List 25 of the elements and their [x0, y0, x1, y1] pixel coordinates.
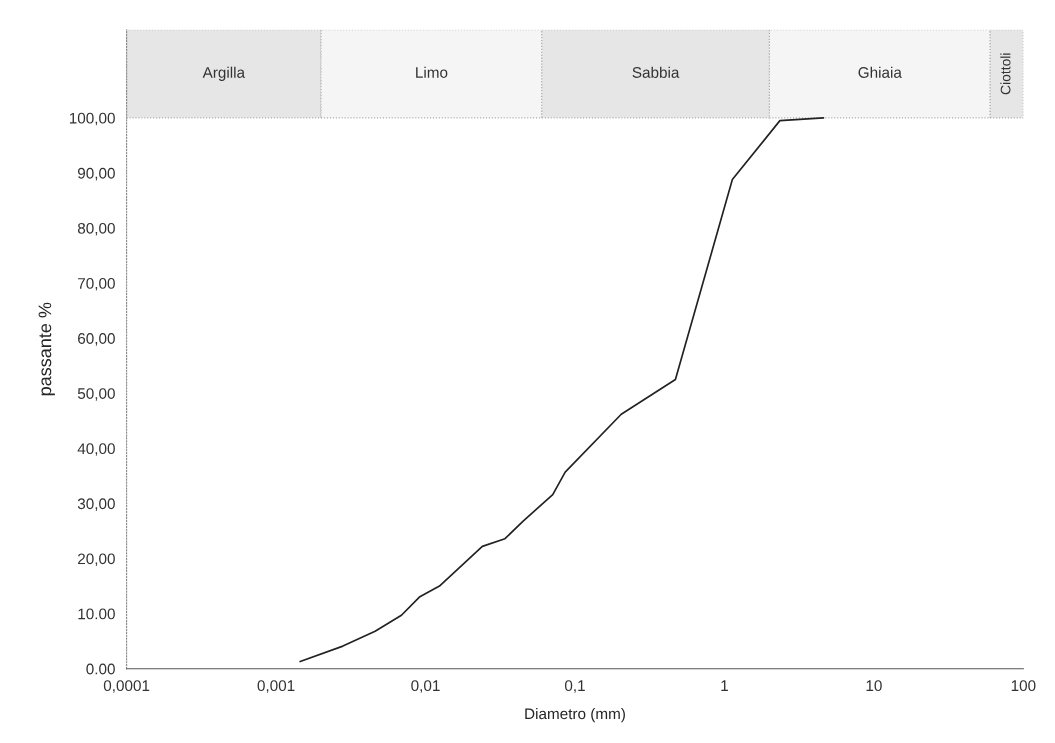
y-axis-title: passante % — [38, 302, 55, 396]
y-tick-label: 30,00 — [77, 498, 115, 511]
x-axis-title: Diametro (mm) — [525, 707, 625, 723]
y-tick-label: 50,00 — [77, 388, 115, 401]
y-tick-label: 20,00 — [78, 553, 115, 567]
band-label: Sabbia — [632, 66, 680, 78]
x-tick-label: 0,1 — [564, 680, 585, 693]
x-tick-label: 100 — [1011, 680, 1036, 692]
band-label: Limo — [416, 66, 448, 78]
x-tick-label: 0,0001 — [103, 680, 150, 693]
y-tick-label: 60,00 — [78, 333, 115, 346]
x-tick-label: 1 — [721, 680, 728, 691]
y-tick-label: 40,00 — [77, 443, 115, 456]
x-tick-label: 0,01 — [411, 680, 440, 693]
y-tick-label: 70,00 — [78, 277, 115, 291]
y-tick-label: 100,00 — [69, 112, 115, 126]
y-tick-label: 80,00 — [77, 222, 115, 236]
band-label: Ghiaia — [858, 66, 902, 78]
y-tick-label: 10.00 — [78, 608, 115, 620]
x-tick-label: 0,001 — [257, 680, 295, 693]
y-tick-label: 90,00 — [77, 167, 115, 181]
y-tick-label: 0.00 — [86, 663, 115, 675]
band-label: Argilla — [202, 66, 246, 81]
x-tick-label: 10 — [866, 680, 882, 692]
band-label: Ciottoli — [1000, 53, 1011, 95]
